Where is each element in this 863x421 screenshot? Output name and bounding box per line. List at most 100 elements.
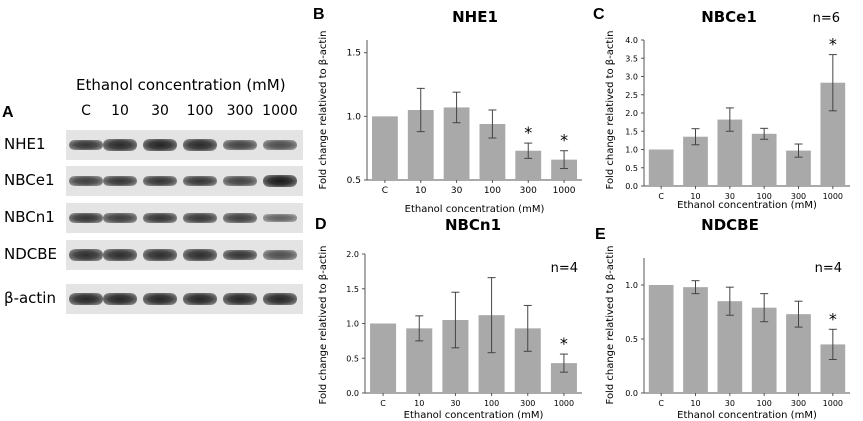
concentration-label: C (81, 103, 91, 119)
concentration-label: 300 (226, 103, 254, 119)
concentration-label: 30 (151, 103, 169, 119)
y-tick-label: 1.5 (346, 285, 359, 294)
blot-band (143, 212, 177, 224)
concentration-label: 1000 (262, 103, 298, 119)
nhe1-bar-chart: NHE1 0.5 1.0 1.5 Fold change relatived to β-… (318, 8, 582, 215)
concentration-label: 10 (111, 103, 129, 119)
blot-row-label: NBCe1 (4, 171, 55, 189)
y-axis-label: Fold change relatived to β-actin (318, 246, 329, 405)
blot-title: Ethanol concentration (mM) (76, 76, 286, 94)
concentration-label: 100 (186, 103, 214, 119)
x-axis-label: Ethanol concentration (mM) (404, 410, 544, 421)
x-tick-label: C (380, 399, 386, 408)
bar (648, 149, 674, 186)
y-tick-label: 3.0 (625, 73, 638, 82)
blot-row-label: NBCn1 (4, 208, 55, 226)
x-tick-label: C (658, 399, 664, 408)
blot-strip (66, 240, 303, 270)
blot-band (183, 139, 217, 151)
ndcbe-bar-chart: NDCBE n=4 0.0 0.5 1.0 Fold change relatived t… (605, 216, 850, 421)
y-tick-label: 2.0 (625, 109, 638, 118)
chart-title: NDCBE (701, 216, 759, 234)
x-tick-label: 300 (791, 192, 806, 201)
blot-strip (66, 130, 303, 160)
y-tick-label: 0.5 (346, 354, 359, 363)
panel-letter-e: E (595, 226, 606, 243)
y-tick-label: 1.0 (625, 146, 638, 155)
x-tick-label: 100 (484, 186, 501, 196)
blot-row-label: β-actin (4, 289, 56, 307)
y-axis-label: Fold change relatived to β-actin (318, 31, 329, 190)
blot-band (143, 139, 177, 151)
x-tick-label: 300 (520, 186, 537, 196)
blot-band (263, 213, 297, 223)
blot-band (103, 175, 137, 187)
bar (751, 133, 777, 186)
y-tick-label: 0.0 (346, 389, 359, 398)
x-tick-label: 1000 (823, 399, 843, 408)
blot-band (223, 175, 257, 187)
blot-row-label: NHE1 (4, 135, 46, 153)
blot-strip (66, 203, 303, 233)
bar (370, 323, 397, 393)
y-tick-label: 1.5 (625, 127, 638, 136)
x-tick-label: 1000 (553, 186, 576, 196)
nbce1-bar-chart: NBCe1 n=6 0.0 0.5 1.0 1.5 2.0 2.5 3.0 3.5 4.0 Fold … (605, 8, 850, 211)
panel-letter-a: A (2, 104, 14, 121)
blot-band (103, 249, 137, 261)
nbcn1-bar-chart: NBCn1 n=4 0.0 0.5 1.0 1.5 2.0 Fold change relat… (318, 216, 582, 421)
bar (372, 116, 398, 180)
blot-band (223, 293, 257, 305)
panel-letter-d: D (315, 216, 327, 233)
x-axis-label: Ethanol concentration (mM) (677, 410, 817, 421)
bar (551, 159, 577, 180)
blot-band (103, 293, 137, 305)
bar (717, 301, 743, 393)
blot-band (223, 212, 257, 224)
panel-letter-b: B (313, 6, 325, 23)
blot-strip (66, 284, 303, 314)
x-tick-label: 10 (414, 399, 424, 408)
significance-marker: * (829, 309, 837, 328)
y-axis-label: Fold change relatived to β-actin (605, 31, 616, 190)
y-tick-label: 0.5 (625, 335, 638, 344)
significance-marker: * (560, 131, 568, 150)
blot-band (263, 293, 297, 305)
blot-band (103, 212, 137, 224)
x-tick-label: 300 (791, 399, 806, 408)
blot-band (263, 250, 297, 260)
y-tick-label: 0.0 (625, 389, 638, 398)
x-tick-label: 100 (484, 399, 499, 408)
x-tick-label: 30 (451, 186, 463, 196)
blot-band (263, 175, 297, 187)
bar (683, 287, 708, 393)
x-tick-label: 1000 (554, 399, 574, 408)
x-tick-label: 10 (690, 192, 700, 201)
n-label: n=4 (551, 261, 578, 276)
blot-band (183, 212, 217, 224)
blot-band (69, 139, 103, 151)
x-tick-label: 30 (450, 399, 460, 408)
blot-band (143, 175, 177, 187)
x-tick-label: 10 (690, 399, 700, 408)
blot-row-label: NDCBE (4, 245, 58, 263)
x-axis-label: Ethanol concentration (mM) (677, 200, 817, 211)
y-tick-label: 0.5 (625, 164, 638, 173)
blot-band (183, 249, 217, 261)
y-tick-label: 2.0 (346, 250, 359, 259)
y-tick-label: 1.0 (625, 281, 638, 290)
y-tick-label: 1.0 (346, 320, 359, 329)
blot-strip (66, 166, 303, 196)
blot-band (143, 293, 177, 305)
panel-letter-c: C (593, 6, 605, 23)
x-axis-label: Ethanol concentration (mM) (405, 204, 545, 215)
blot-band (69, 293, 103, 305)
blot-band (103, 139, 137, 151)
x-tick-label: 1000 (823, 192, 843, 201)
x-tick-label: C (382, 186, 388, 196)
y-tick-label: 1.5 (347, 49, 361, 59)
blot-band (223, 139, 257, 151)
n-label: n=6 (813, 11, 840, 26)
n-label: n=4 (815, 261, 842, 276)
y-tick-label: 0.0 (625, 182, 638, 191)
